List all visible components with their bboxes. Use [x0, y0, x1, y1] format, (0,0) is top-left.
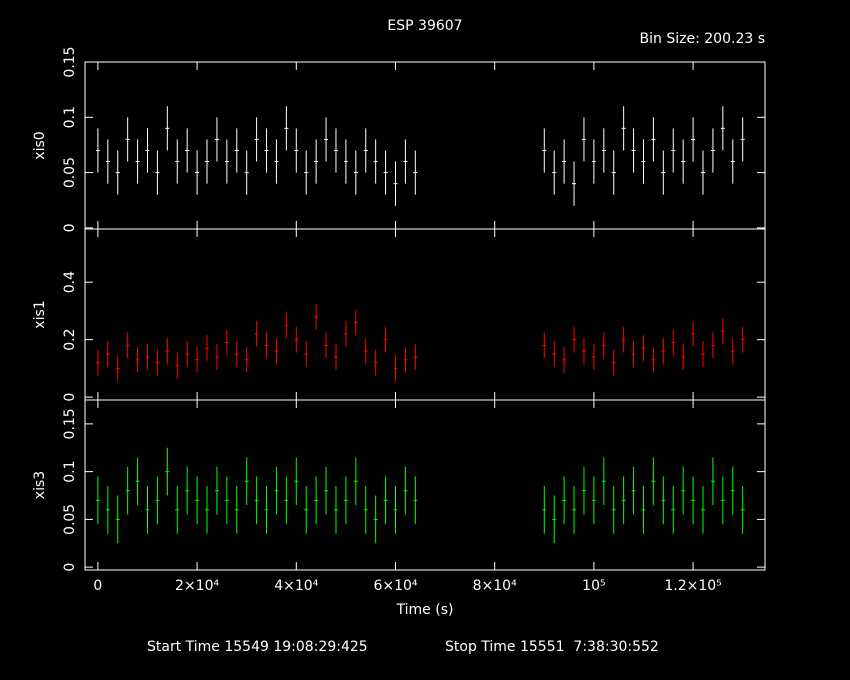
- x-tick-label: 4×10⁴: [274, 578, 318, 594]
- x-tick-label: 6×10⁴: [373, 578, 417, 594]
- y-tick-label: 0.15: [62, 46, 78, 77]
- y-axis-label: xis0: [32, 131, 48, 159]
- y-tick-label: 0.05: [62, 504, 78, 535]
- y-tick-label: 0: [62, 563, 78, 572]
- start-time: Start Time 15549 19:08:29:425: [147, 639, 368, 655]
- y-axis-label: xis3: [32, 471, 48, 499]
- y-tick-label: 0.1: [62, 460, 78, 482]
- x-tick-label: 0: [93, 578, 102, 594]
- y-tick-label: 0.05: [62, 157, 78, 188]
- x-tick-label: 8×10⁴: [473, 578, 517, 594]
- x-tick-label: 10⁵: [582, 578, 605, 594]
- subtitle: Bin Size: 200.23 s: [640, 31, 765, 47]
- x-axis-label: Time (s): [396, 602, 454, 618]
- y-tick-label: 0: [62, 223, 78, 232]
- x-tick-label: 1.2×10⁵: [664, 578, 721, 594]
- x-tick-label: 2×10⁴: [175, 578, 219, 594]
- y-tick-label: 0.15: [62, 408, 78, 439]
- y-tick-label: 0.4: [62, 271, 78, 293]
- stop-time: Stop Time 15551 7:38:30:552: [445, 639, 659, 655]
- y-tick-label: 0.2: [62, 329, 78, 351]
- panel-frame: [84, 228, 766, 401]
- y-tick-label: 0: [62, 393, 78, 402]
- chart-title: ESP 39607: [387, 18, 462, 34]
- y-axis-label: xis1: [32, 300, 48, 328]
- y-tick-label: 0.1: [62, 106, 78, 128]
- panel-frame: [84, 399, 766, 571]
